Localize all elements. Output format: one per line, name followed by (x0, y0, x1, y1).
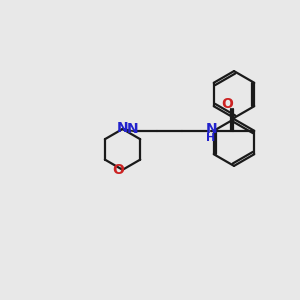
Text: H: H (206, 133, 216, 143)
Text: O: O (221, 97, 233, 111)
Text: N: N (127, 122, 139, 136)
Text: O: O (112, 163, 124, 177)
Text: N: N (117, 121, 128, 134)
Text: N: N (205, 122, 217, 136)
